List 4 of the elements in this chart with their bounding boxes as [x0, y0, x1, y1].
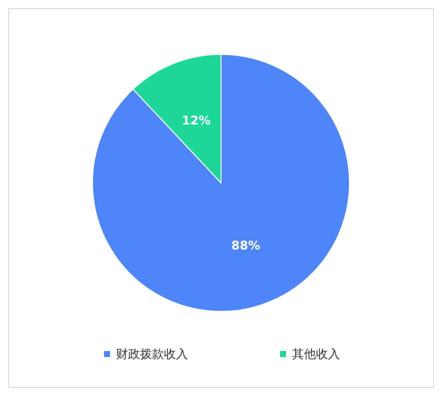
data-label: 12% — [182, 113, 211, 128]
legend-label: 财政拨款收入 — [116, 347, 188, 361]
legend-label: 其他收入 — [292, 347, 340, 361]
data-label: 88% — [231, 238, 260, 252]
